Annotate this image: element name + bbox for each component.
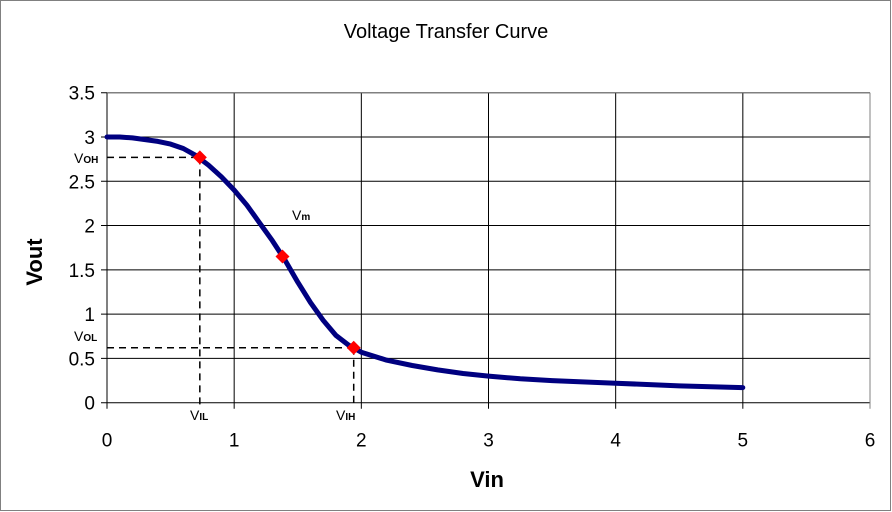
x-tick-label: 4: [610, 431, 621, 452]
vtc-curve: [104, 134, 746, 391]
marker-vil-voh: [192, 150, 207, 165]
marker-vm: [275, 249, 290, 264]
chart-title: Voltage Transfer Curve: [344, 21, 549, 43]
x-tick-label: 5: [738, 431, 749, 452]
annotation-vm: Vm: [292, 207, 310, 223]
y-tick-label: 0: [84, 394, 95, 415]
y-tick-label: 3: [84, 128, 95, 149]
guide-lines: [107, 156, 355, 405]
y-tick-label: 1.5: [69, 261, 95, 282]
y-tick-label: 0.5: [69, 349, 95, 370]
y-tick-label: 1: [84, 305, 95, 326]
annotation-vil: VIL: [190, 407, 208, 423]
x-tick-label: 1: [229, 431, 240, 452]
tick-labels: 0 0.5 1 1.5 2 2.5 3 3.5 0 1 2 3 4 5 6: [69, 84, 876, 452]
annotation-vih: VIH: [336, 407, 355, 423]
x-tick-label: 6: [865, 431, 876, 452]
annotation-vol: VOL: [74, 328, 97, 344]
x-axis-label: Vin: [470, 467, 504, 492]
y-tick-label: 3.5: [69, 84, 95, 105]
y-tick-label: 2: [84, 217, 95, 238]
x-tick-label: 0: [102, 431, 113, 452]
x-tick-label: 2: [356, 431, 367, 452]
marker-vih-vol: [346, 340, 361, 355]
annotation-voh: VOH: [74, 150, 98, 166]
y-tick-label: 2.5: [69, 172, 95, 193]
y-axis-label: Vout: [22, 238, 47, 286]
x-tick-label: 3: [483, 431, 494, 452]
series: [104, 134, 746, 391]
markers: [192, 150, 361, 355]
